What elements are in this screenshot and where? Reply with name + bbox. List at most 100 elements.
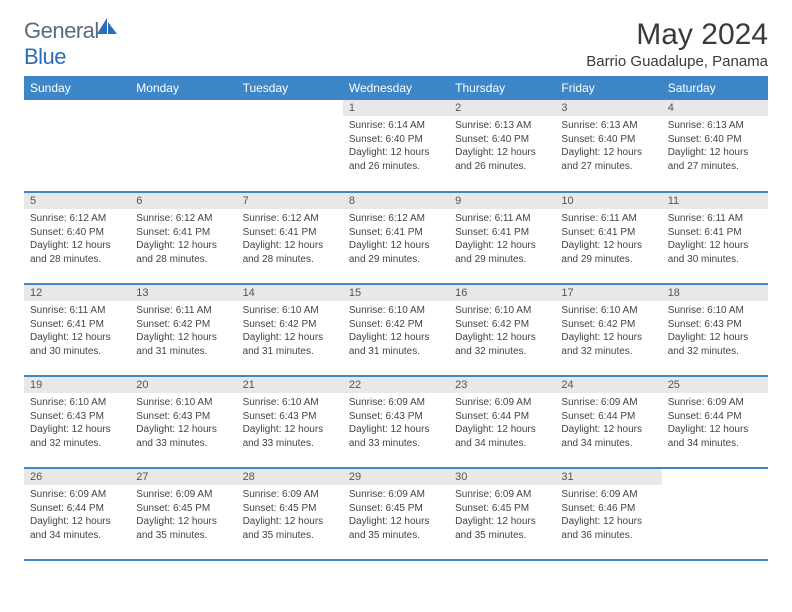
- calendar-day-cell: 13Sunrise: 6:11 AMSunset: 6:42 PMDayligh…: [130, 284, 236, 376]
- day-number: 1: [343, 100, 449, 116]
- title-block: May 2024 Barrio Guadalupe, Panama: [586, 18, 768, 70]
- day-number: 18: [662, 285, 768, 301]
- calendar-day-cell: 6Sunrise: 6:12 AMSunset: 6:41 PMDaylight…: [130, 192, 236, 284]
- day-details: Sunrise: 6:10 AMSunset: 6:43 PMDaylight:…: [24, 393, 130, 454]
- day-number: 21: [237, 377, 343, 393]
- calendar-day-cell: 21Sunrise: 6:10 AMSunset: 6:43 PMDayligh…: [237, 376, 343, 468]
- day-details: Sunrise: 6:14 AMSunset: 6:40 PMDaylight:…: [343, 116, 449, 177]
- day-details: Sunrise: 6:09 AMSunset: 6:45 PMDaylight:…: [130, 485, 236, 546]
- day-details: Sunrise: 6:10 AMSunset: 6:43 PMDaylight:…: [237, 393, 343, 454]
- calendar-day-cell: 9Sunrise: 6:11 AMSunset: 6:41 PMDaylight…: [449, 192, 555, 284]
- calendar-week-row: 26Sunrise: 6:09 AMSunset: 6:44 PMDayligh…: [24, 468, 768, 560]
- day-number: 31: [555, 469, 661, 485]
- day-details: Sunrise: 6:11 AMSunset: 6:41 PMDaylight:…: [449, 209, 555, 270]
- calendar-day-cell: 27Sunrise: 6:09 AMSunset: 6:45 PMDayligh…: [130, 468, 236, 560]
- day-header: Tuesday: [237, 76, 343, 100]
- day-header: Thursday: [449, 76, 555, 100]
- calendar-day-cell: 26Sunrise: 6:09 AMSunset: 6:44 PMDayligh…: [24, 468, 130, 560]
- calendar-day-cell: 5Sunrise: 6:12 AMSunset: 6:40 PMDaylight…: [24, 192, 130, 284]
- month-title: May 2024: [586, 18, 768, 51]
- day-details: Sunrise: 6:10 AMSunset: 6:42 PMDaylight:…: [237, 301, 343, 362]
- day-number: 30: [449, 469, 555, 485]
- day-number: 17: [555, 285, 661, 301]
- day-details: Sunrise: 6:09 AMSunset: 6:45 PMDaylight:…: [449, 485, 555, 546]
- calendar-week-row: 12Sunrise: 6:11 AMSunset: 6:41 PMDayligh…: [24, 284, 768, 376]
- day-number: 2: [449, 100, 555, 116]
- day-number: 23: [449, 377, 555, 393]
- calendar-day-cell: 23Sunrise: 6:09 AMSunset: 6:44 PMDayligh…: [449, 376, 555, 468]
- day-details: Sunrise: 6:12 AMSunset: 6:41 PMDaylight:…: [237, 209, 343, 270]
- calendar-day-cell: [237, 100, 343, 192]
- day-number: 10: [555, 193, 661, 209]
- day-number: 15: [343, 285, 449, 301]
- day-number: 7: [237, 193, 343, 209]
- brand-name-part1: General: [24, 18, 99, 43]
- calendar-day-cell: 16Sunrise: 6:10 AMSunset: 6:42 PMDayligh…: [449, 284, 555, 376]
- day-details: Sunrise: 6:11 AMSunset: 6:41 PMDaylight:…: [24, 301, 130, 362]
- day-header: Saturday: [662, 76, 768, 100]
- page-header: GeneralBlue May 2024 Barrio Guadalupe, P…: [24, 18, 768, 70]
- day-details: Sunrise: 6:13 AMSunset: 6:40 PMDaylight:…: [662, 116, 768, 177]
- calendar-day-cell: 3Sunrise: 6:13 AMSunset: 6:40 PMDaylight…: [555, 100, 661, 192]
- brand-name: GeneralBlue: [24, 18, 119, 70]
- day-details: Sunrise: 6:10 AMSunset: 6:43 PMDaylight:…: [662, 301, 768, 362]
- day-details: Sunrise: 6:11 AMSunset: 6:41 PMDaylight:…: [555, 209, 661, 270]
- calendar-day-cell: 12Sunrise: 6:11 AMSunset: 6:41 PMDayligh…: [24, 284, 130, 376]
- day-number: 4: [662, 100, 768, 116]
- day-header: Sunday: [24, 76, 130, 100]
- calendar-day-cell: 7Sunrise: 6:12 AMSunset: 6:41 PMDaylight…: [237, 192, 343, 284]
- day-number: 12: [24, 285, 130, 301]
- day-details: Sunrise: 6:09 AMSunset: 6:44 PMDaylight:…: [449, 393, 555, 454]
- calendar-day-cell: 11Sunrise: 6:11 AMSunset: 6:41 PMDayligh…: [662, 192, 768, 284]
- day-number: 16: [449, 285, 555, 301]
- calendar-day-cell: 30Sunrise: 6:09 AMSunset: 6:45 PMDayligh…: [449, 468, 555, 560]
- location-label: Barrio Guadalupe, Panama: [586, 53, 768, 70]
- day-number: 26: [24, 469, 130, 485]
- day-details: Sunrise: 6:09 AMSunset: 6:44 PMDaylight:…: [555, 393, 661, 454]
- calendar-day-cell: 19Sunrise: 6:10 AMSunset: 6:43 PMDayligh…: [24, 376, 130, 468]
- calendar-day-cell: 31Sunrise: 6:09 AMSunset: 6:46 PMDayligh…: [555, 468, 661, 560]
- day-number: 5: [24, 193, 130, 209]
- day-number: 22: [343, 377, 449, 393]
- day-details: Sunrise: 6:10 AMSunset: 6:42 PMDaylight:…: [343, 301, 449, 362]
- calendar-body: 1Sunrise: 6:14 AMSunset: 6:40 PMDaylight…: [24, 100, 768, 560]
- calendar-day-cell: 28Sunrise: 6:09 AMSunset: 6:45 PMDayligh…: [237, 468, 343, 560]
- calendar-week-row: 5Sunrise: 6:12 AMSunset: 6:40 PMDaylight…: [24, 192, 768, 284]
- calendar-day-cell: 8Sunrise: 6:12 AMSunset: 6:41 PMDaylight…: [343, 192, 449, 284]
- calendar-week-row: 1Sunrise: 6:14 AMSunset: 6:40 PMDaylight…: [24, 100, 768, 192]
- calendar-page: GeneralBlue May 2024 Barrio Guadalupe, P…: [0, 0, 792, 579]
- day-details: Sunrise: 6:10 AMSunset: 6:42 PMDaylight:…: [449, 301, 555, 362]
- calendar-week-row: 19Sunrise: 6:10 AMSunset: 6:43 PMDayligh…: [24, 376, 768, 468]
- calendar-table: SundayMondayTuesdayWednesdayThursdayFrid…: [24, 76, 768, 561]
- day-number: 19: [24, 377, 130, 393]
- day-details: Sunrise: 6:11 AMSunset: 6:42 PMDaylight:…: [130, 301, 236, 362]
- day-details: Sunrise: 6:12 AMSunset: 6:41 PMDaylight:…: [130, 209, 236, 270]
- calendar-day-cell: 1Sunrise: 6:14 AMSunset: 6:40 PMDaylight…: [343, 100, 449, 192]
- calendar-day-cell: 2Sunrise: 6:13 AMSunset: 6:40 PMDaylight…: [449, 100, 555, 192]
- calendar-day-cell: [24, 100, 130, 192]
- day-header: Monday: [130, 76, 236, 100]
- calendar-day-cell: 10Sunrise: 6:11 AMSunset: 6:41 PMDayligh…: [555, 192, 661, 284]
- calendar-day-cell: 22Sunrise: 6:09 AMSunset: 6:43 PMDayligh…: [343, 376, 449, 468]
- day-details: Sunrise: 6:09 AMSunset: 6:43 PMDaylight:…: [343, 393, 449, 454]
- brand-logo: GeneralBlue: [24, 18, 119, 70]
- calendar-day-cell: 20Sunrise: 6:10 AMSunset: 6:43 PMDayligh…: [130, 376, 236, 468]
- day-number: 14: [237, 285, 343, 301]
- day-details: Sunrise: 6:09 AMSunset: 6:46 PMDaylight:…: [555, 485, 661, 546]
- day-details: Sunrise: 6:11 AMSunset: 6:41 PMDaylight:…: [662, 209, 768, 270]
- day-number: 28: [237, 469, 343, 485]
- calendar-head: SundayMondayTuesdayWednesdayThursdayFrid…: [24, 76, 768, 100]
- day-number: 24: [555, 377, 661, 393]
- day-header: Wednesday: [343, 76, 449, 100]
- day-number: 6: [130, 193, 236, 209]
- day-number: 20: [130, 377, 236, 393]
- calendar-day-cell: 14Sunrise: 6:10 AMSunset: 6:42 PMDayligh…: [237, 284, 343, 376]
- day-details: Sunrise: 6:13 AMSunset: 6:40 PMDaylight:…: [555, 116, 661, 177]
- calendar-day-cell: 4Sunrise: 6:13 AMSunset: 6:40 PMDaylight…: [662, 100, 768, 192]
- day-number: 3: [555, 100, 661, 116]
- day-details: Sunrise: 6:12 AMSunset: 6:40 PMDaylight:…: [24, 209, 130, 270]
- brand-name-part2: Blue: [24, 44, 66, 69]
- calendar-day-cell: 29Sunrise: 6:09 AMSunset: 6:45 PMDayligh…: [343, 468, 449, 560]
- day-details: Sunrise: 6:09 AMSunset: 6:44 PMDaylight:…: [24, 485, 130, 546]
- day-header: Friday: [555, 76, 661, 100]
